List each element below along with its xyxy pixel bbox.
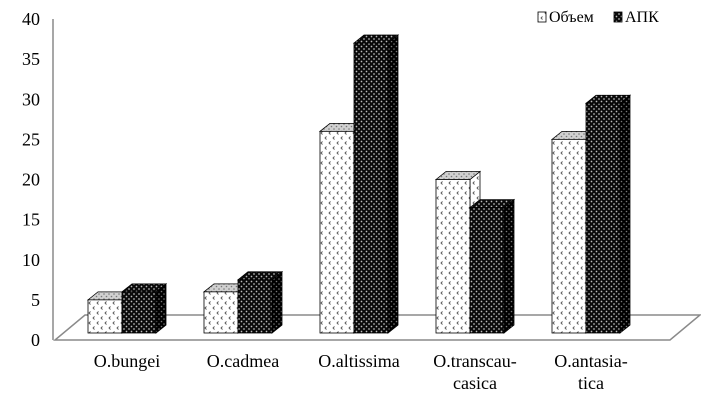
legend: Объем АПК <box>537 9 659 26</box>
legend-item-1: АПК <box>613 9 659 26</box>
bar-1-3 <box>468 198 516 334</box>
legend-item-0: Объем <box>537 9 594 26</box>
bar-1-1 <box>236 270 284 334</box>
x-tick-label-3: O.transcau-casica <box>433 351 516 393</box>
y-tick-label-0: 0 <box>31 330 40 350</box>
legend-label-0: Объем <box>549 9 594 26</box>
y-tick-label-6: 30 <box>22 89 40 109</box>
bar-1-0 <box>120 283 168 334</box>
y-tick-label-7: 35 <box>22 49 40 69</box>
x-tick-label-4: O.antasia-tica <box>554 351 627 393</box>
y-tick-label-1: 5 <box>31 290 40 310</box>
bar-1-4 <box>584 94 632 334</box>
x-tick-label-0: O.bungei <box>94 351 161 371</box>
y-tick-label-3: 15 <box>22 210 40 230</box>
y-tick-label-8: 40 <box>22 9 40 29</box>
legend-label-1: АПК <box>625 9 659 26</box>
x-tick-label-1: O.cadmea <box>207 351 279 371</box>
x-tick-label-2: O.altissima <box>318 351 400 371</box>
x-axis-labels: O.bungei O.cadmea O.altissima O.transcau-ca… <box>94 351 628 393</box>
y-axis-ticks: 0 5 10 15 20 25 30 35 40 <box>22 9 40 350</box>
y-tick-label-5: 25 <box>22 129 40 149</box>
y-tick-label-2: 10 <box>22 250 40 270</box>
bar-1-2 <box>352 34 400 334</box>
legend-swatch-1 <box>613 11 623 23</box>
bar-series <box>86 34 632 334</box>
legend-swatch-0 <box>537 11 547 23</box>
y-tick-label-4: 20 <box>22 170 40 190</box>
